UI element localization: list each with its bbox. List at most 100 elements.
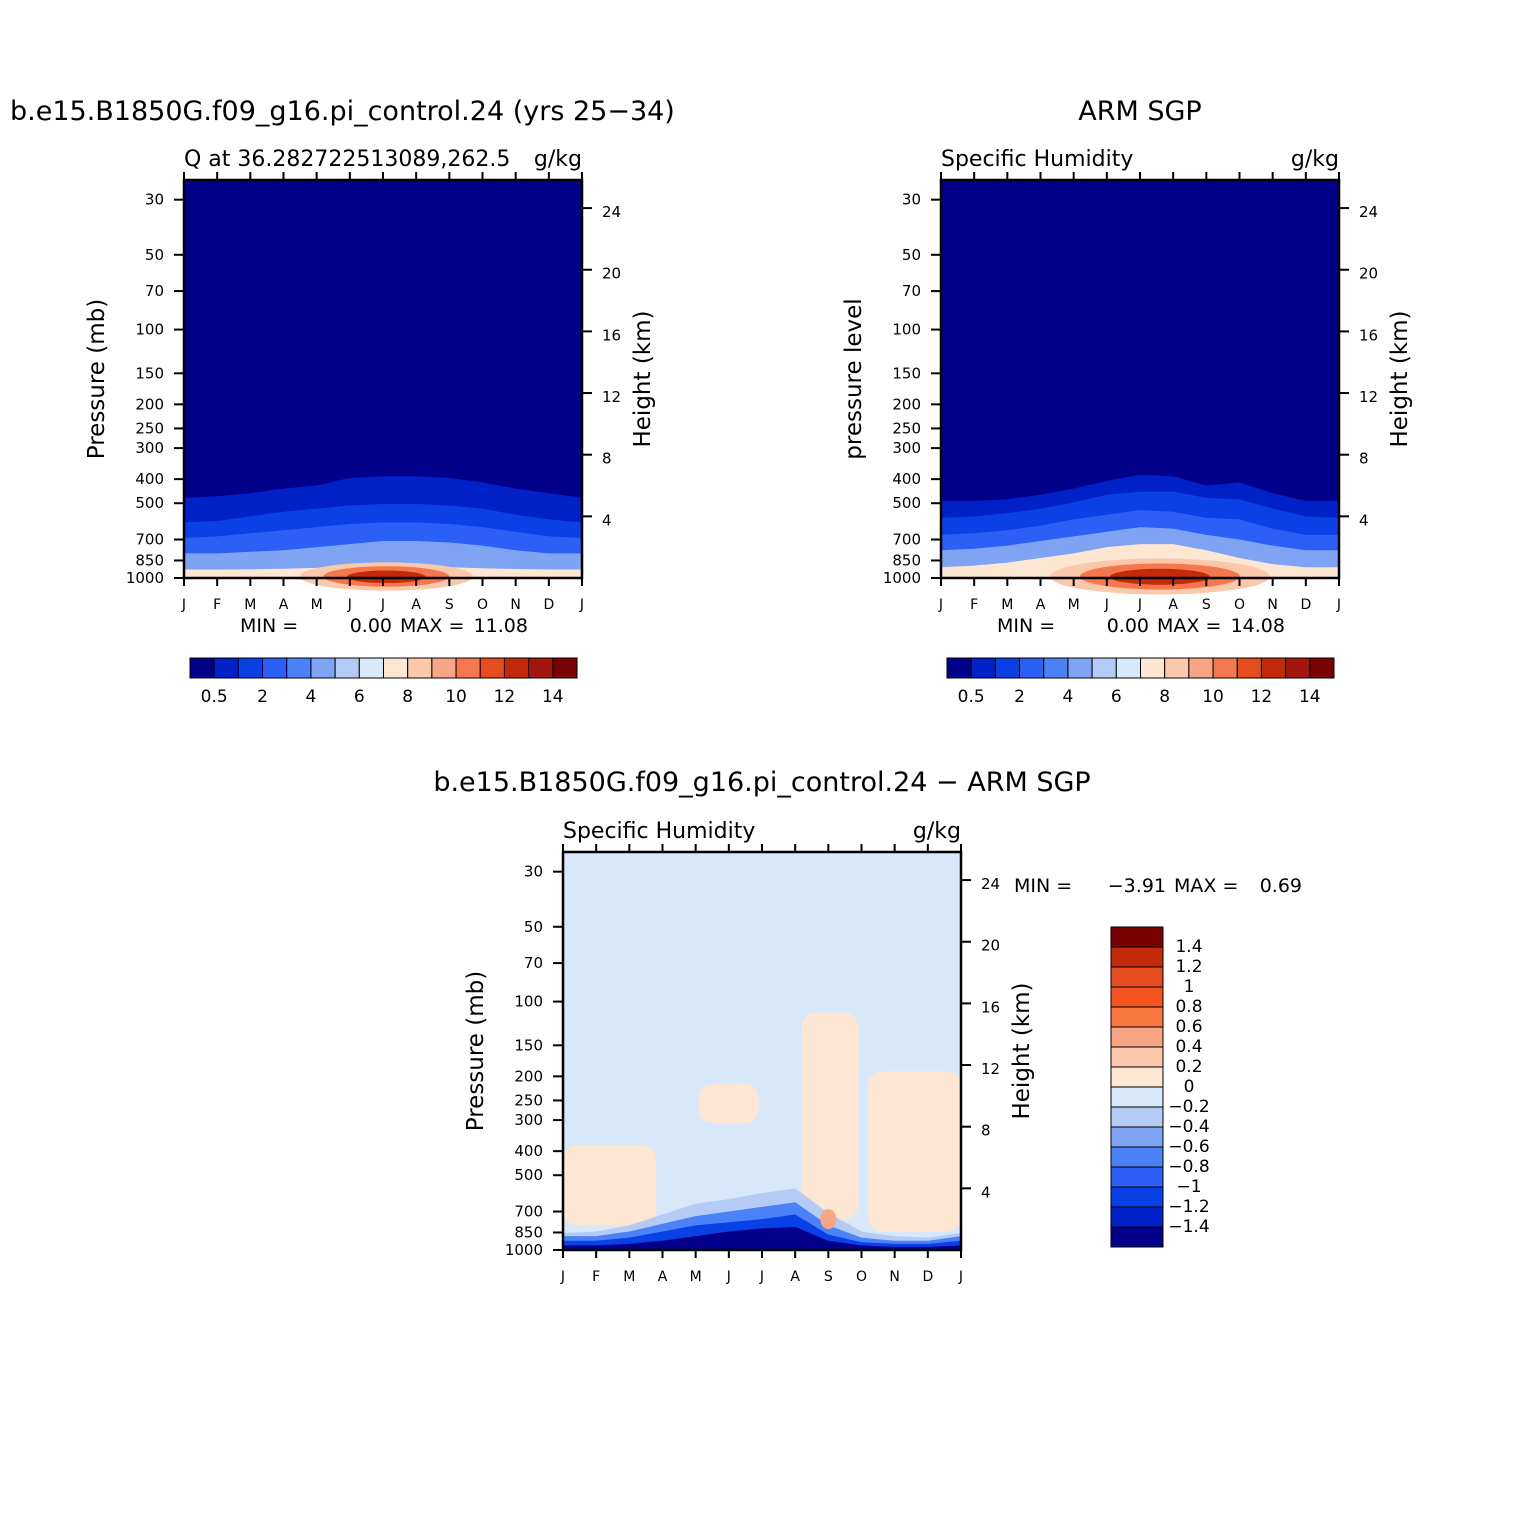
x-tick-label: J — [1104, 597, 1109, 613]
colorbar-swatch — [431, 657, 457, 679]
colorbar-label: 14 — [1299, 687, 1321, 707]
y-tick-label: 700 — [514, 1203, 543, 1221]
positive-peak — [820, 1209, 837, 1230]
colorbar-label: 2 — [1014, 687, 1025, 707]
x-tick-label: S — [445, 597, 454, 613]
y-tick-label: 700 — [892, 531, 921, 549]
colorbar-label: −1 — [1176, 1177, 1201, 1197]
y-tick-label: 850 — [135, 551, 164, 569]
y-axis-label: pressure level — [841, 298, 867, 459]
colorbar-swatch — [455, 657, 481, 679]
colorbar-swatch — [310, 657, 336, 679]
colorbar-swatch — [1110, 946, 1164, 968]
colorbar-swatch — [407, 657, 433, 679]
y-tick-label-right: 24 — [602, 203, 621, 221]
y-tick-label-right: 24 — [981, 875, 1000, 893]
colorbar-swatch — [1260, 657, 1287, 679]
x-tick-label: J — [380, 597, 385, 613]
colorbar-label: 8 — [1159, 687, 1170, 707]
colorbar-swatch — [970, 657, 996, 679]
x-tick-label: J — [938, 597, 943, 613]
y-tick-label: 700 — [135, 531, 164, 549]
y-axis-label-right: Height (km) — [1009, 982, 1035, 1119]
max-value: 0.69 — [1260, 875, 1302, 897]
y-tick-label: 70 — [902, 282, 921, 300]
x-tick-label: A — [1036, 597, 1046, 613]
colorbar-swatch — [503, 657, 530, 679]
colorbar-swatch — [1110, 1226, 1164, 1248]
x-tick-label: J — [181, 597, 186, 613]
y-tick-label: 50 — [524, 918, 543, 936]
y-tick-label: 100 — [135, 321, 164, 339]
colorbar-swatch — [1067, 657, 1093, 679]
colorbar-swatch — [1110, 926, 1164, 948]
x-tick-label: S — [1202, 597, 1211, 613]
min-label: MIN = — [997, 615, 1055, 637]
y-axis-label: Pressure (mb) — [84, 299, 110, 459]
x-tick-label: O — [856, 1269, 867, 1285]
y-axis-label-right: Height (km) — [1387, 310, 1413, 447]
colorbar-label: −0.6 — [1168, 1137, 1209, 1157]
max-value: 14.08 — [1231, 615, 1285, 637]
min-value: 0.00 — [350, 615, 392, 637]
y-tick-label: 100 — [892, 321, 921, 339]
x-tick-label: J — [726, 1269, 731, 1285]
x-tick-label: D — [543, 597, 554, 613]
colorbar-label: 1.4 — [1175, 937, 1202, 957]
y-tick-label-right: 8 — [602, 450, 612, 468]
colorbar-swatch — [1110, 1106, 1164, 1128]
y-tick-label: 30 — [524, 863, 543, 881]
y-tick-label-right: 20 — [602, 265, 621, 283]
y-tick-label: 200 — [892, 395, 921, 413]
colorbar-label: 4 — [306, 687, 317, 707]
colorbar-label: 0.5 — [958, 687, 985, 707]
x-tick-label: J — [579, 597, 584, 613]
y-tick-label-right: 16 — [602, 326, 621, 344]
x-tick-label: J — [347, 597, 352, 613]
y-tick-label: 300 — [514, 1111, 543, 1129]
colorbar-swatch — [1188, 657, 1214, 679]
colorbar-swatch — [1110, 1126, 1164, 1148]
x-tick-label: J — [1137, 597, 1142, 613]
y-tick-label: 1000 — [505, 1241, 543, 1259]
y-tick-label: 150 — [514, 1036, 543, 1054]
x-tick-label: J — [759, 1269, 764, 1285]
x-tick-label: N — [1267, 597, 1277, 613]
colorbar-swatch — [1043, 657, 1069, 679]
colorbar-swatch — [1285, 657, 1311, 679]
positive-region — [868, 1071, 961, 1232]
colorbar-label: 0.6 — [1175, 1017, 1202, 1037]
x-tick-label: A — [790, 1269, 800, 1285]
chart-subtitle: Specific Humidity — [563, 819, 755, 844]
y-tick-label: 300 — [892, 439, 921, 457]
y-tick-label: 100 — [514, 993, 543, 1011]
colorbar-swatch — [479, 657, 505, 679]
colorbar-swatch — [1110, 1166, 1164, 1188]
y-tick-label: 250 — [892, 419, 921, 437]
y-tick-label-right: 12 — [1359, 388, 1378, 406]
colorbar-swatch — [189, 657, 215, 679]
x-tick-label: D — [1300, 597, 1311, 613]
x-tick-label: D — [922, 1269, 933, 1285]
x-tick-label: N — [889, 1269, 899, 1285]
x-tick-label: M — [623, 1269, 635, 1285]
y-tick-label: 400 — [514, 1142, 543, 1160]
y-tick-label-right: 16 — [981, 998, 1000, 1016]
x-tick-label: A — [1168, 597, 1178, 613]
chart-subtitle: Specific Humidity — [941, 147, 1133, 172]
colorbar-label: 0.2 — [1175, 1057, 1202, 1077]
colorbar-label: −1.4 — [1168, 1217, 1209, 1237]
colorbar-swatch — [1212, 657, 1238, 679]
colorbar-label: 6 — [354, 687, 365, 707]
colorbar-swatch — [1140, 657, 1166, 679]
colorbar-swatch — [1110, 1086, 1164, 1108]
y-tick-label: 500 — [892, 494, 921, 512]
colorbar-swatch — [237, 657, 264, 679]
y-tick-label-right: 20 — [1359, 265, 1378, 283]
colorbar-label: 12 — [1251, 687, 1273, 707]
positive-region — [698, 1083, 759, 1124]
y-tick-label: 30 — [145, 191, 164, 209]
colorbar-swatch — [528, 657, 554, 679]
chart-units: g/kg — [913, 819, 961, 844]
